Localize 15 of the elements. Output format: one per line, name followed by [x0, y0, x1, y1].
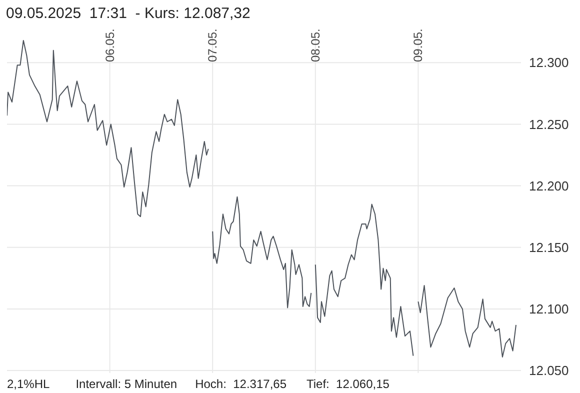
x-tick-label: 07.05.	[206, 28, 220, 62]
y-tick-label: 12.300	[529, 55, 569, 70]
x-tick-label: 08.05.	[308, 28, 322, 62]
x-tick-label: 06.05.	[102, 28, 117, 62]
y-tick-label: 12.150	[529, 240, 569, 255]
text: Intervall: 5 Minuten	[76, 377, 178, 391]
text: Hoch: 12.317,65	[195, 377, 286, 391]
y-tick-label: 12.100	[529, 302, 569, 317]
y-tick-label: 12.200	[529, 178, 569, 194]
text: Tief: 12.060,15	[306, 377, 390, 391]
chart-title: 09.05.2025 17:31 - Kurs: 12.087,32	[6, 5, 250, 22]
y-tick-label: 12.250	[529, 116, 569, 132]
y-tick-label: 12.050	[529, 363, 569, 378]
x-tick-label: 09.05.	[411, 28, 426, 62]
text: 2,1%HL	[7, 377, 50, 391]
